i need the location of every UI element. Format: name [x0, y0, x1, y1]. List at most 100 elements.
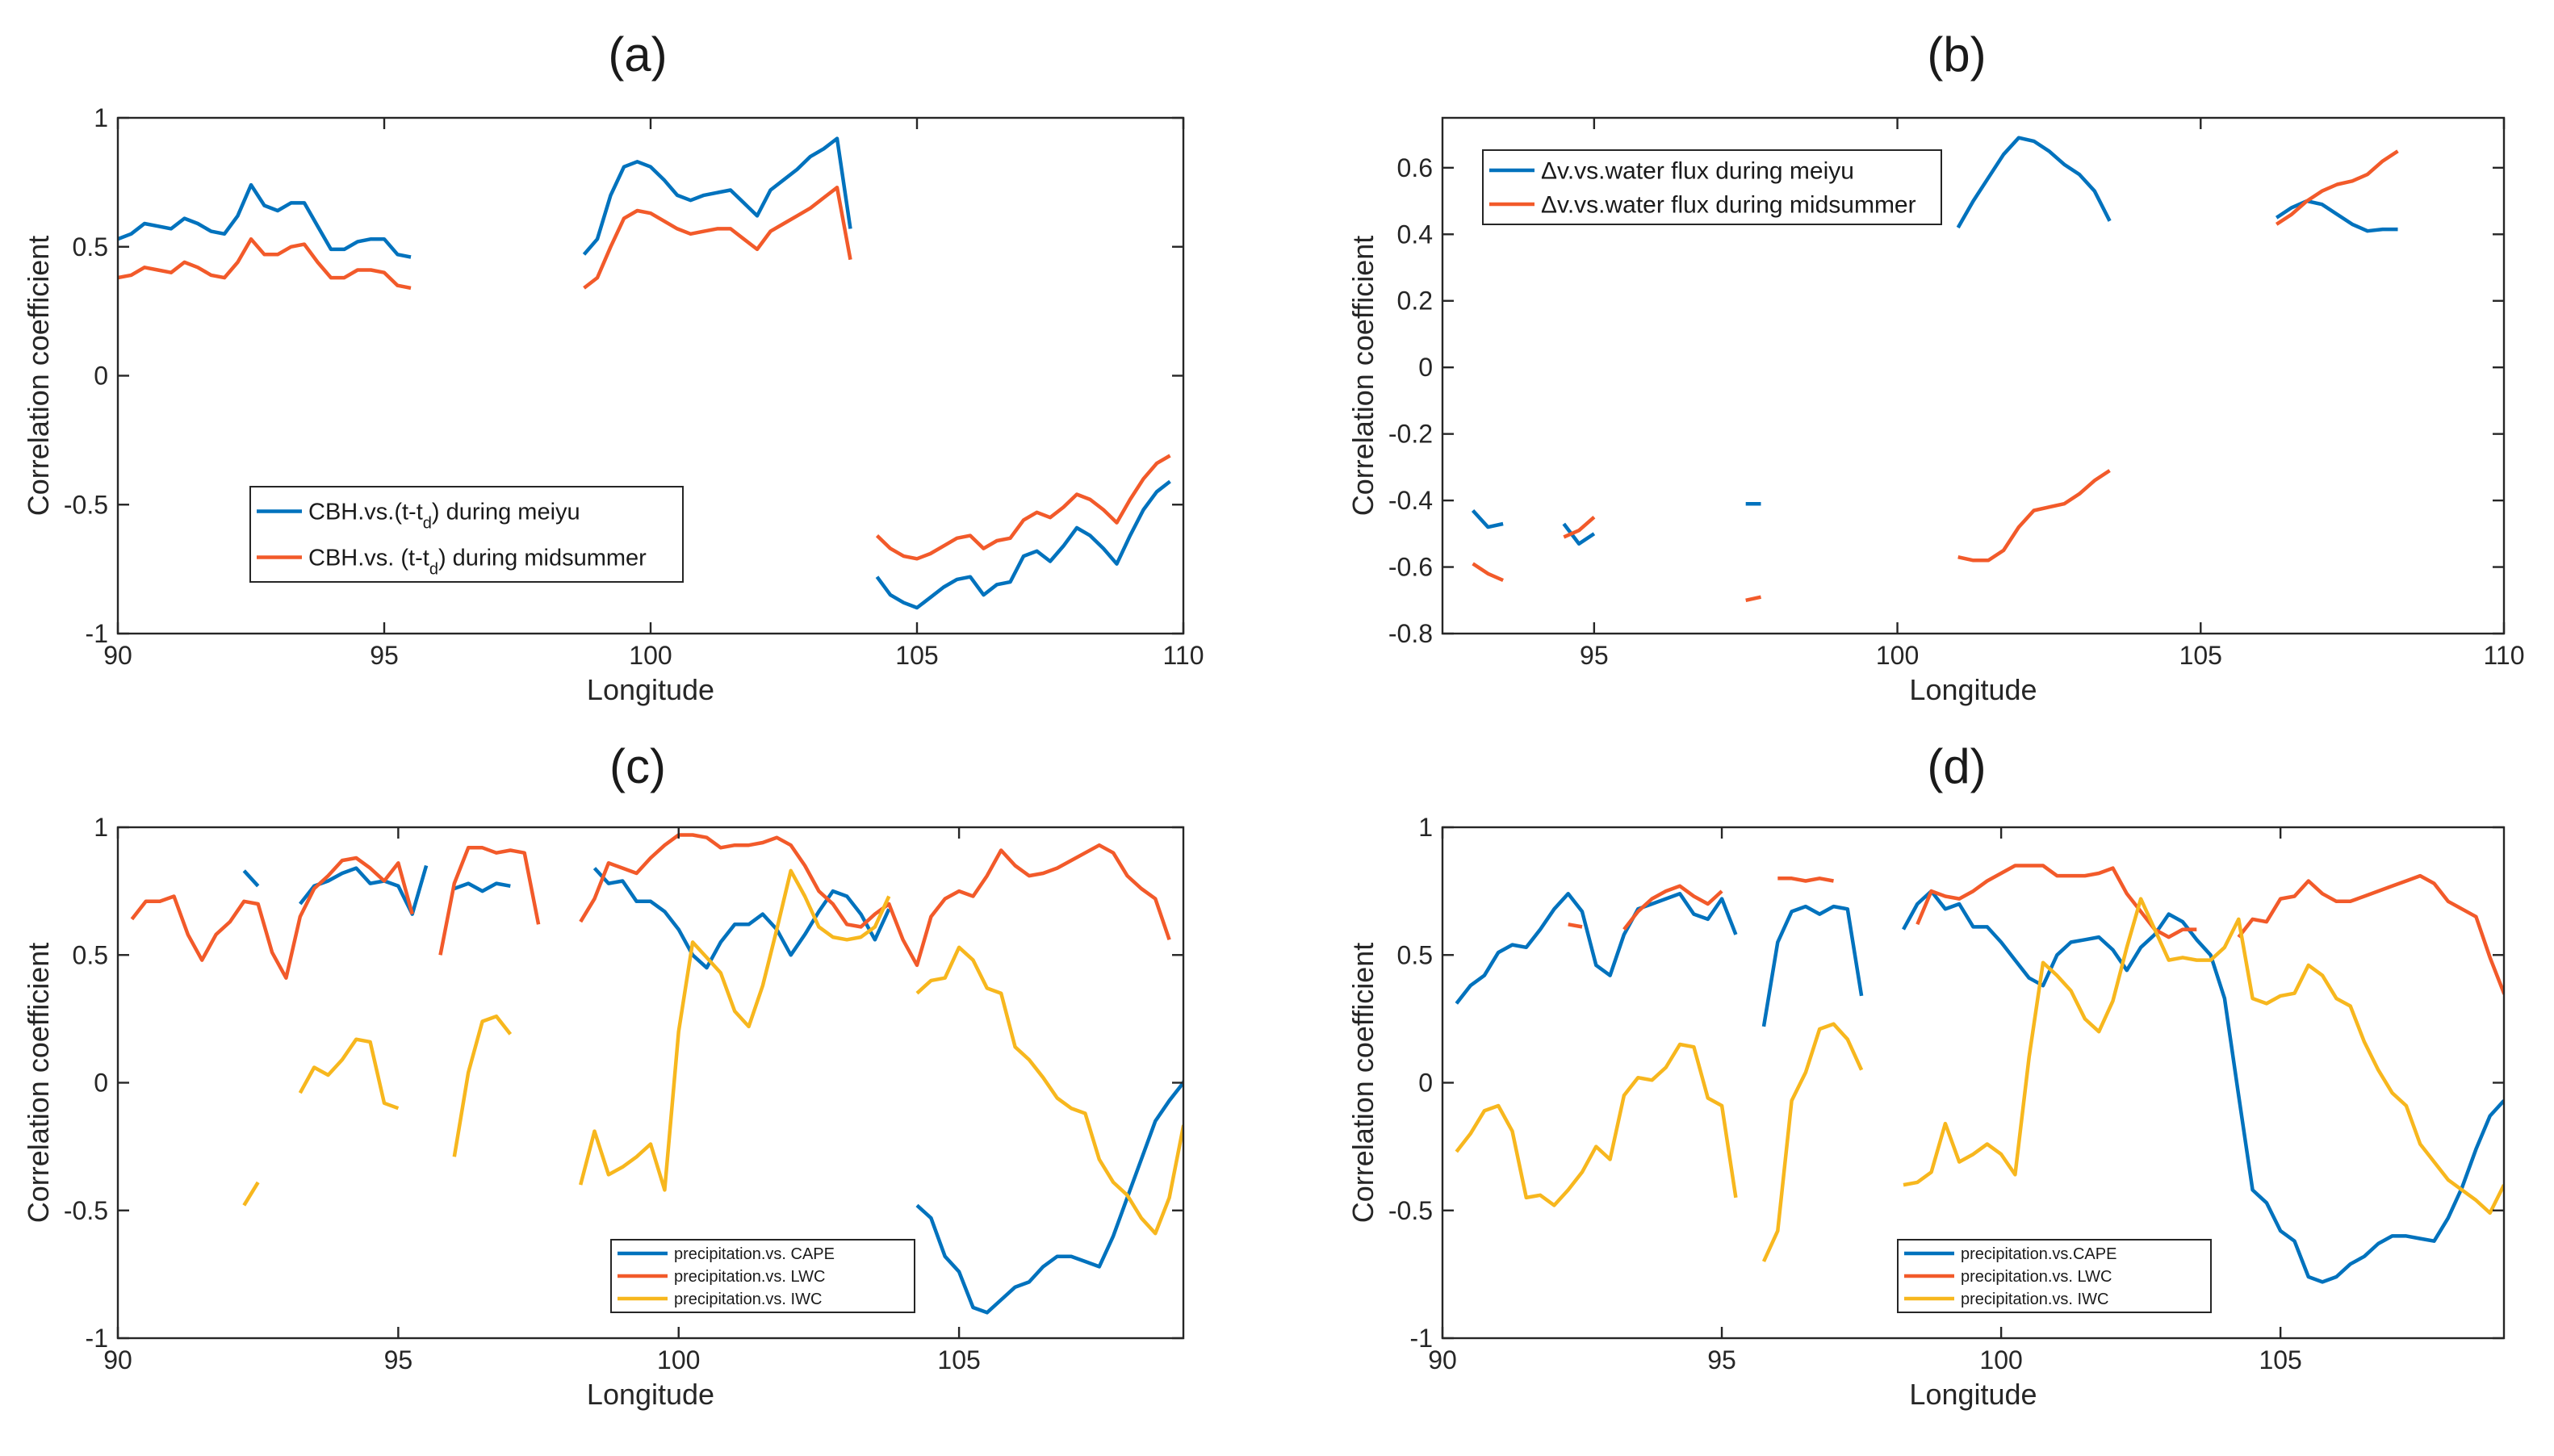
series-a-2-segment-1 [118, 236, 412, 291]
series-a-2-segment-3 [875, 454, 1171, 561]
x-tick-label-c-105: 105 [937, 1345, 980, 1374]
panel-title-d: (d) [1927, 739, 1986, 793]
axes-frame-b [1441, 116, 2506, 635]
legend-a: CBH.vs.(t-td) during meiyu CBH.vs. (t-td)… [249, 486, 684, 583]
series-c-2-segment-3 [579, 833, 1171, 968]
series-c-2-segment-2 [438, 846, 541, 956]
x-tick-label-b-105: 105 [2179, 641, 2222, 670]
panel-title-c: (c) [609, 739, 666, 793]
series-c-2-segment-4 [1197, 909, 1211, 970]
series-c-1-segment-1 [242, 869, 260, 888]
series-c-1-segment-4 [592, 867, 891, 970]
y-tick-label-d-2: 0 [1418, 1069, 1433, 1098]
x-tick-label-d-90: 90 [1428, 1345, 1457, 1374]
series-b-2-segment-1 [1472, 562, 1505, 583]
series-d-1-segment-2 [1761, 904, 1864, 1027]
y-tick-label-b-0: -0.8 [1388, 619, 1433, 648]
series-b-2-segment-4 [1957, 469, 2111, 563]
x-tick-label-b-110: 110 [2483, 641, 2524, 670]
series-c-3-segment-2 [298, 1037, 400, 1111]
y-tick-label-c-3: 0.5 [73, 940, 108, 969]
legend-label-d-2: precipitation.vs. LWC [1961, 1268, 2112, 1286]
y-tick-label-b-6: 0.4 [1397, 220, 1433, 249]
series-c-1-segment-5 [915, 1077, 1183, 1315]
legend-d: precipitation.vs.CAPE precipitation.vs. L… [1897, 1239, 2212, 1313]
y-tick-label-a-3: 0.5 [73, 232, 108, 261]
y-tick-label-b-3: -0.2 [1388, 420, 1433, 449]
legend-label-d-1: precipitation.vs.CAPE [1961, 1245, 2116, 1263]
legend-label-b-1: Δv.vs.water flux during meiyu [1541, 158, 1854, 185]
series-c-3-segment-3 [452, 1014, 513, 1157]
y-tick-label-b-4: 0 [1418, 353, 1433, 382]
y-tick-label-d-3: 0.5 [1397, 940, 1433, 969]
panel-b: (b) 95 100 105 110 -0.8 -0.6 -0.4 -0.2 0 0.2 0.4 0.6… [1346, 27, 2525, 706]
series-a-1-segment-2 [582, 136, 852, 256]
y-tick-label-d-0: -1 [1410, 1324, 1433, 1353]
x-tick-label-d-105: 105 [2259, 1345, 2301, 1374]
y-axis-label-a: Correlation coefficient [22, 236, 55, 517]
y-tick-label-c-1: -0.5 [64, 1196, 108, 1225]
plot-area-d [1455, 864, 2531, 1284]
legend-box-a [249, 486, 684, 583]
series-d-1-segment-4 [2518, 991, 2531, 1052]
series-d-3-segment-2 [1761, 1022, 1864, 1262]
legend-label-c-1: precipitation.vs. CAPE [674, 1245, 835, 1263]
legend-label-b-2: Δv.vs.water flux during midsummer [1541, 192, 1916, 219]
series-d-2-segment-5 [2237, 873, 2504, 995]
series-c-2-segment-1 [130, 856, 414, 980]
series-c-3-segment-5 [915, 945, 1183, 1236]
series-b-2-segment-2 [1563, 516, 1596, 539]
y-tick-label-d-4: 1 [1418, 813, 1433, 842]
x-axis-label-d: Longitude [1909, 1378, 2037, 1411]
series-c-3-segment-4 [579, 868, 891, 1192]
x-tick-label-a-90: 90 [103, 641, 132, 670]
series-b-1-segment-5 [2275, 199, 2398, 233]
series-a-2-segment-2 [583, 186, 852, 290]
series-d-2-segment-1 [1568, 923, 1583, 929]
y-tick-label-b-5: 0.2 [1397, 287, 1433, 316]
series-b-2-segment-5 [2275, 149, 2399, 226]
legend-label-a-1: CBH.vs.(t-td) during meiyu [308, 500, 580, 533]
y-tick-label-a-4: 1 [94, 103, 108, 132]
x-axis-label-c: Longitude [587, 1378, 714, 1411]
plot-area-b [1471, 136, 2399, 602]
y-axis-label-b: Correlation coefficient [1346, 236, 1380, 517]
plot-area-a [118, 136, 1171, 610]
series-b-1-segment-4 [1956, 136, 2112, 229]
y-axis-label-d: Correlation coefficient [1346, 943, 1380, 1224]
series-c-3-segment-1 [242, 1181, 260, 1207]
series-d-3-segment-1 [1455, 1042, 1738, 1207]
x-tick-label-c-90: 90 [103, 1345, 132, 1374]
series-b-1-segment-2 [1562, 522, 1596, 546]
x-tick-label-a-100: 100 [629, 641, 672, 670]
y-tick-label-b-2: -0.4 [1388, 486, 1433, 515]
y-tick-label-b-7: 0.6 [1397, 153, 1433, 182]
x-tick-label-d-95: 95 [1707, 1345, 1736, 1374]
series-d-1-segment-1 [1455, 892, 1738, 1005]
y-tick-label-a-0: -1 [86, 619, 108, 648]
x-tick-label-c-95: 95 [384, 1345, 413, 1374]
legend-c: precipitation.vs. CAPE precipitation.vs. … [610, 1239, 915, 1313]
series-a-1-segment-1 [118, 182, 412, 259]
series-c-1-segment-3 [454, 881, 511, 893]
x-tick-label-b-95: 95 [1580, 641, 1609, 670]
series-d-3-segment-3 [1903, 897, 2504, 1215]
panel-d: (d) 90 95 100 105 -1 -0.5 0 0.5 1 Longitude Correla… [1346, 739, 2531, 1411]
x-tick-label-d-100: 100 [1979, 1345, 2022, 1374]
series-d-1-segment-3 [1902, 889, 2504, 1284]
y-tick-label-c-0: -1 [86, 1324, 108, 1353]
series-b-1-segment-1 [1471, 508, 1504, 529]
legend-label-c-2: precipitation.vs. LWC [674, 1268, 825, 1286]
x-axis-label-b: Longitude [1909, 673, 2037, 706]
legend-b: Δv.vs.water flux during meiyu Δv.vs.water… [1482, 149, 1942, 225]
series-b-2-segment-3 [1745, 595, 1761, 602]
series-d-2-segment-2 [1622, 884, 1723, 931]
y-tick-label-c-2: 0 [94, 1069, 108, 1098]
panel-title-a: (a) [608, 27, 667, 82]
x-tick-label-b-100: 100 [1876, 641, 1919, 670]
y-tick-label-d-1: -0.5 [1388, 1196, 1433, 1225]
x-axis-label-a: Longitude [587, 673, 714, 706]
legend-label-c-3: precipitation.vs. IWC [674, 1291, 822, 1308]
y-axis-label-c: Correlation coefficient [22, 943, 55, 1224]
series-d-3-segment-4 [2518, 1139, 2531, 1198]
